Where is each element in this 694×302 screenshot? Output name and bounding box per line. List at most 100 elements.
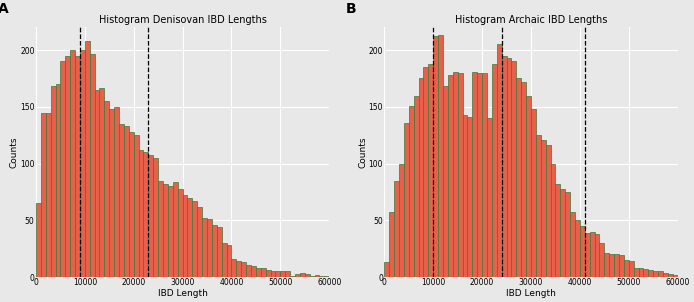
Bar [590,232,595,277]
Text: A: A [0,2,8,16]
Bar [555,184,560,277]
Bar [668,274,672,277]
Bar [433,37,438,277]
Bar [266,270,271,277]
Bar [492,64,497,277]
Bar [502,56,507,277]
Title: Histogram Denisovan IBD Lengths: Histogram Denisovan IBD Lengths [99,15,266,25]
Bar [448,75,452,277]
Bar [536,135,541,277]
Bar [276,271,280,277]
Bar [468,117,473,277]
Bar [324,276,329,277]
Bar [384,262,389,277]
Bar [227,245,232,277]
Bar [202,218,207,277]
Bar [497,44,502,277]
Bar [217,227,221,277]
Bar [487,118,492,277]
Bar [609,254,614,277]
Bar [256,268,261,277]
Bar [134,135,139,277]
Bar [550,164,555,277]
Y-axis label: Counts: Counts [358,137,367,168]
Bar [36,203,41,277]
Bar [41,113,46,277]
Bar [94,90,99,277]
Bar [663,272,668,277]
Bar [237,261,242,277]
Bar [648,270,653,277]
Bar [197,207,202,277]
Bar [251,266,256,277]
Bar [575,220,580,277]
Bar [207,219,212,277]
Bar [70,50,75,277]
Bar [60,62,65,277]
Bar [232,259,237,277]
Bar [634,268,638,277]
Bar [300,272,305,277]
Bar [672,275,677,277]
Bar [423,67,428,277]
X-axis label: IBD Length: IBD Length [158,289,208,298]
X-axis label: IBD Length: IBD Length [506,289,556,298]
Bar [452,72,457,277]
Bar [585,233,590,277]
Bar [168,186,173,277]
Bar [51,86,56,277]
Bar [139,150,144,277]
Bar [99,88,104,277]
Bar [221,243,227,277]
Bar [428,64,433,277]
Bar [394,181,399,277]
Bar [443,86,448,277]
Bar [261,268,266,277]
Bar [271,271,276,277]
Bar [295,274,300,277]
Bar [178,188,183,277]
Bar [526,95,531,277]
Bar [212,225,217,277]
Bar [314,275,319,277]
Bar [290,276,295,277]
Bar [473,72,477,277]
Bar [457,73,463,277]
Bar [90,53,94,277]
Bar [109,109,115,277]
Bar [149,155,153,277]
Bar [418,79,423,277]
Bar [242,262,246,277]
Bar [570,212,575,277]
Bar [285,271,290,277]
Bar [85,41,90,277]
Bar [305,274,310,277]
Bar [624,260,629,277]
Bar [477,73,482,277]
Bar [124,126,129,277]
Text: B: B [346,2,357,16]
Bar [629,261,634,277]
Bar [507,58,511,277]
Bar [619,255,624,277]
Bar [614,254,619,277]
Bar [482,73,487,277]
Bar [531,109,536,277]
Bar [399,164,404,277]
Bar [643,269,648,277]
Y-axis label: Counts: Counts [10,137,19,168]
Bar [153,158,158,277]
Title: Histogram Archaic IBD Lengths: Histogram Archaic IBD Lengths [455,15,607,25]
Bar [404,123,409,277]
Bar [595,234,600,277]
Bar [511,62,516,277]
Bar [192,201,197,277]
Bar [653,271,658,277]
Bar [246,265,251,277]
Bar [463,115,468,277]
Bar [600,243,604,277]
Bar [414,95,418,277]
Bar [163,184,168,277]
Bar [75,56,80,277]
Bar [319,276,324,277]
